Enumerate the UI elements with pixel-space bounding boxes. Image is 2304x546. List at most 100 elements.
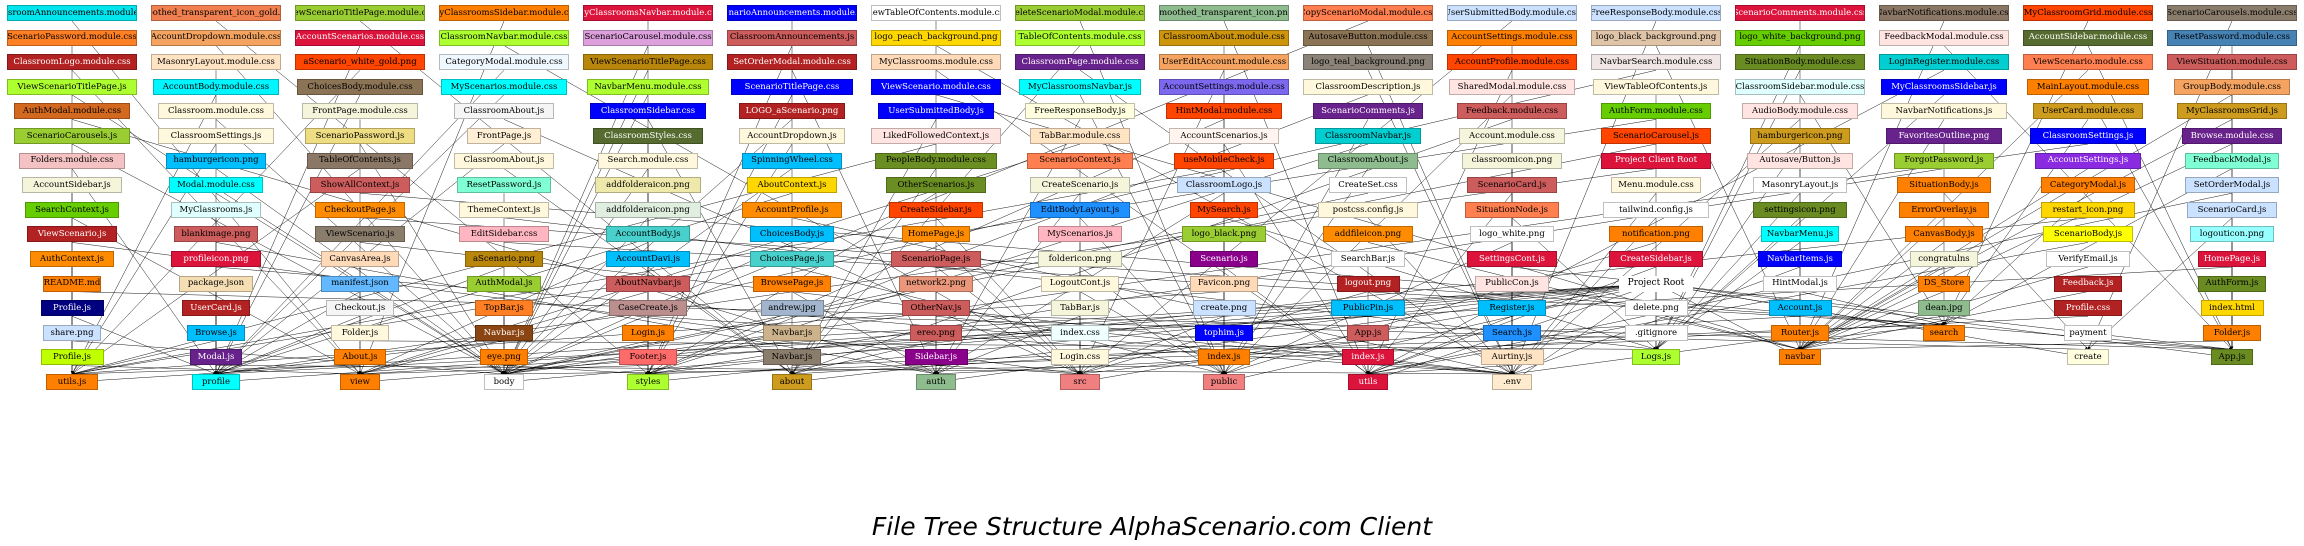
file-node: Register.js bbox=[1477, 300, 1547, 317]
file-node: NavbarMenu.module.css bbox=[587, 78, 709, 95]
file-node: EditBodyLayout.js bbox=[1029, 201, 1131, 218]
file-node: view bbox=[340, 374, 380, 390]
file-node: MasonryLayout.js bbox=[1752, 177, 1848, 194]
file-node: package.json bbox=[179, 275, 253, 292]
file-node: index.js bbox=[1341, 349, 1395, 366]
file-node: logo_teal_background.png bbox=[1303, 54, 1433, 71]
file-node: SetOrderModal.js bbox=[2184, 177, 2280, 194]
file-node: SharedModal.module.css bbox=[1448, 78, 1576, 95]
file-node: UserEditAccount.module.css bbox=[1159, 54, 1289, 71]
file-node: index.html bbox=[2200, 300, 2264, 317]
file-node: congratulns bbox=[1909, 251, 1979, 267]
file-node: delete.png bbox=[1624, 300, 1688, 317]
file-node: about bbox=[772, 374, 812, 390]
file-node: ViewTableOfContents.js bbox=[1592, 78, 1720, 95]
file-node: ForgotPassword.js bbox=[1893, 152, 1995, 169]
file-node: src bbox=[1060, 374, 1100, 390]
file-node: Profile.js bbox=[40, 349, 104, 366]
file-node: index.js bbox=[1197, 349, 1251, 366]
file-node: Navbar.js bbox=[763, 349, 821, 366]
file-node: SituationBody.module.css bbox=[1735, 54, 1865, 71]
file-node: ViewScenarioTitlePage.js bbox=[7, 78, 137, 95]
file-node: ViewTableOfContents.module.css bbox=[871, 5, 1001, 21]
file-node: SettingsCont.js bbox=[1467, 251, 1557, 267]
file-node: share.png bbox=[43, 324, 101, 341]
file-node: EditSidebar.css bbox=[459, 226, 549, 243]
file-node: ScenarioComments.js bbox=[1312, 103, 1424, 120]
file-node: ClassroomLogo.js bbox=[1176, 177, 1272, 194]
tree-edge bbox=[1367, 242, 1801, 350]
file-node: addfolderaicon.png bbox=[595, 177, 701, 194]
file-node: FrontPage.module.css bbox=[302, 103, 418, 120]
file-node: ScenarioCard.js bbox=[2187, 201, 2277, 218]
file-node: ClassroomDescription.js bbox=[1303, 78, 1433, 95]
file-node: AboutContext.js bbox=[747, 177, 837, 194]
file-node: ClassroomAnnouncements.js bbox=[727, 29, 857, 46]
tree-edge bbox=[1799, 340, 2233, 350]
file-node: TabBar.module.css bbox=[1029, 128, 1131, 144]
file-node: logo_white.png bbox=[1469, 226, 1555, 243]
file-node: MyClassroomGrid.module.css bbox=[2023, 5, 2153, 21]
tree-edge bbox=[1079, 70, 1513, 375]
file-node: .env bbox=[1492, 374, 1532, 390]
file-node: Aurtiny.js bbox=[1480, 349, 1544, 366]
file-node: ScenarioAnnouncements.module.css bbox=[727, 5, 857, 21]
file-node: FreeResponseBody.module.css bbox=[1591, 5, 1721, 21]
file-node: navbar bbox=[1779, 349, 1821, 366]
file-node: HomePage.js bbox=[2197, 251, 2267, 267]
file-node: public bbox=[1203, 374, 1245, 390]
file-node: UserSubmittedBody.js bbox=[878, 103, 994, 120]
file-node: CreateSidebar.js bbox=[1608, 251, 1704, 267]
file-node: Scenario.js bbox=[1189, 251, 1259, 267]
file-node: CreateSet.css bbox=[1328, 177, 1408, 194]
file-node: NavbarNotifications.module.css bbox=[1879, 5, 2009, 21]
file-node: AccountBody.module.css bbox=[152, 78, 280, 95]
file-node: UserSubmittedBody.module.css bbox=[1447, 5, 1577, 21]
file-node: ScenarioComments.module.css bbox=[1735, 5, 1865, 21]
file-node: AuthModal.js bbox=[467, 275, 541, 292]
file-node: TableOfContents.module.css bbox=[1015, 29, 1145, 46]
file-node: logo_white_background.png bbox=[1735, 29, 1865, 46]
file-node: SituationNode.js bbox=[1464, 201, 1560, 218]
file-node: utils bbox=[1348, 374, 1388, 390]
tree-edge bbox=[503, 365, 649, 375]
file-node: addfolderaicon.png bbox=[595, 201, 701, 218]
file-node: AuthModal.module.css bbox=[14, 103, 130, 120]
tree-edge bbox=[71, 94, 505, 375]
file-node: App.js bbox=[1347, 324, 1389, 341]
file-node: ChoicesBody.js bbox=[749, 226, 835, 243]
file-node: MainLayout.module.css bbox=[2027, 78, 2149, 95]
file-node: Search.module.css bbox=[597, 152, 699, 169]
file-node: Menu.module.css bbox=[1611, 177, 1701, 194]
file-node: ClassroomNavbar.js bbox=[1315, 128, 1421, 144]
file-node: HomePage.js bbox=[901, 226, 971, 243]
file-node: ViewScenarioTitlePage.module.css bbox=[295, 5, 425, 21]
root-edge bbox=[1223, 283, 1657, 383]
tree-edge bbox=[215, 365, 1513, 375]
tree-edge bbox=[359, 20, 505, 375]
file-node: AccountDropdown.module.css bbox=[151, 29, 281, 46]
file-node: PublicCon.js bbox=[1475, 275, 1549, 292]
file-node: CheckoutPage.js bbox=[315, 201, 405, 218]
file-node: LoginRegister.module.css bbox=[1879, 54, 2009, 71]
file-node: NavbarNotifications.js bbox=[1880, 103, 2008, 120]
file-node: AuthForm.js bbox=[2197, 275, 2267, 292]
file-node: NavbarSearch.module.css bbox=[1591, 54, 1721, 71]
file-node: MyClassrooms.module.css bbox=[871, 54, 1001, 71]
file-node: SearchBar.js bbox=[1331, 251, 1405, 267]
file-node: Login.js bbox=[621, 324, 675, 341]
file-node: ScenarioPassword.js bbox=[304, 128, 416, 144]
file-node: profileicon.png bbox=[171, 251, 261, 267]
root-node: Project Root bbox=[1619, 275, 1693, 292]
file-node: PublicPin.js bbox=[1331, 300, 1405, 317]
file-node: ClassroomPage.module.css bbox=[1015, 54, 1145, 71]
tree-edge bbox=[503, 143, 2089, 375]
file-node: ClassroomSidebar.module.css bbox=[1735, 78, 1865, 95]
tree-edge bbox=[1223, 168, 1369, 375]
tree-edge bbox=[1223, 217, 1657, 350]
root-edge bbox=[359, 283, 1657, 383]
file-node: ViewScenario.js bbox=[27, 226, 117, 243]
file-node: styles bbox=[627, 374, 669, 390]
file-node: AccountBody.js bbox=[605, 226, 691, 243]
file-node: ViewScenario.module.css bbox=[871, 78, 1001, 95]
